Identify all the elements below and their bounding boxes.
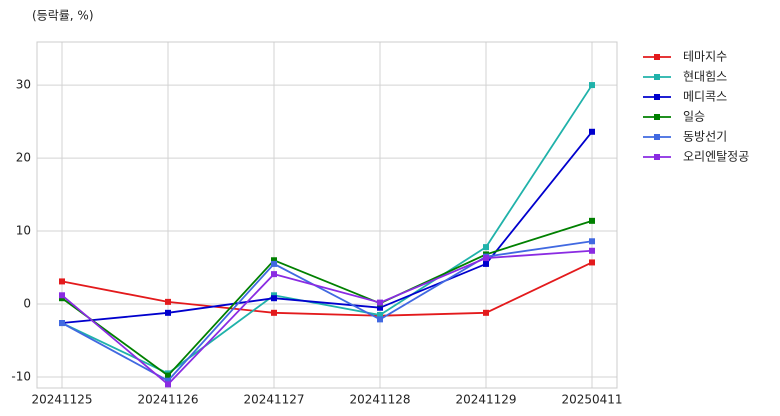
- y-tick-label: 10: [16, 224, 31, 238]
- legend-marker: [654, 74, 660, 80]
- y-tick-label: 20: [16, 151, 31, 165]
- legend-label: 일승: [683, 110, 705, 124]
- legend-label: 동방선기: [683, 130, 727, 144]
- legend-marker: [654, 134, 660, 140]
- point: [483, 260, 489, 267]
- x-tick-label: 20241129: [455, 393, 516, 407]
- point: [165, 298, 171, 305]
- point: [377, 312, 383, 319]
- point: [165, 377, 171, 384]
- point: [59, 320, 65, 327]
- y-tick-label: -10: [11, 370, 31, 384]
- point: [483, 255, 489, 262]
- plot-frame: [36, 41, 618, 389]
- point: [377, 316, 383, 323]
- point: [59, 278, 65, 285]
- point: [483, 309, 489, 316]
- point: [589, 82, 595, 89]
- chart-subtitle: (등락률, %): [32, 9, 94, 23]
- point: [271, 260, 277, 267]
- x-tick-label: 20241126: [137, 393, 198, 407]
- series-line: [61, 84, 593, 375]
- point: [377, 304, 383, 311]
- series-line: [61, 240, 593, 382]
- point: [165, 381, 171, 388]
- point: [271, 257, 277, 264]
- series-line: [61, 261, 593, 317]
- point: [165, 372, 171, 379]
- series-line: [61, 219, 593, 377]
- point: [271, 309, 277, 316]
- legend-label: 현대힘스: [683, 70, 727, 84]
- series-line: [61, 131, 593, 324]
- point: [271, 295, 277, 302]
- x-tick-label: 20241125: [31, 393, 92, 407]
- point: [589, 247, 595, 254]
- legend-marker: [654, 114, 660, 120]
- legend-label: 오리엔탈정공: [683, 150, 749, 164]
- point: [589, 128, 595, 135]
- point: [165, 309, 171, 316]
- point: [59, 292, 65, 299]
- y-tick-label: 30: [16, 78, 31, 92]
- point: [589, 238, 595, 245]
- series-line: [61, 249, 593, 386]
- point: [589, 259, 595, 266]
- x-tick-label: 20241128: [349, 393, 410, 407]
- legend-marker: [654, 94, 660, 100]
- x-tick-label: 20250411: [561, 393, 622, 407]
- legend-marker: [654, 54, 660, 60]
- legend-label: 메디콕스: [683, 90, 727, 104]
- legend-marker: [654, 154, 660, 160]
- x-tick-label: 20241127: [243, 393, 304, 407]
- point: [589, 217, 595, 224]
- legend-label: 테마지수: [683, 50, 727, 64]
- point: [377, 299, 383, 306]
- point: [483, 244, 489, 251]
- point: [271, 271, 277, 278]
- y-tick-label: 0: [23, 297, 31, 311]
